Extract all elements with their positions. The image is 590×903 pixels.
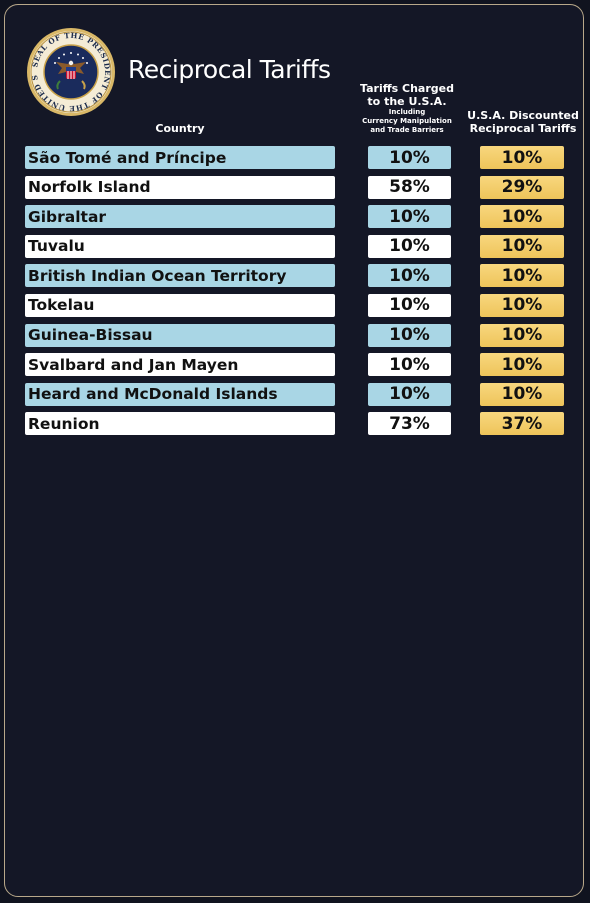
country-cell: Norfolk Island	[25, 175, 335, 199]
header-disc-line2: Reciprocal Tariffs	[469, 122, 577, 135]
charged-cell: 10%	[368, 234, 451, 258]
header-charged-line2: to the U.S.A.	[367, 95, 447, 108]
country-cell: Tokelau	[25, 293, 335, 317]
table-row: British Indian Ocean Territory 10% 10%	[0, 263, 590, 293]
charged-cell: 73%	[368, 412, 451, 436]
table-row: Gibraltar 10% 10%	[0, 204, 590, 234]
discounted-cell: 10%	[480, 234, 564, 258]
column-header-country: Country	[155, 122, 205, 135]
table-row: Norfolk Island 58% 29%	[0, 175, 590, 205]
charged-cell: 10%	[368, 205, 451, 229]
table-row: Heard and McDonald Islands 10% 10%	[0, 382, 590, 412]
discounted-cell: 10%	[480, 264, 564, 288]
header-charged-note1: Including	[388, 108, 426, 116]
table-row: Reunion 73% 37%	[0, 411, 590, 441]
country-cell: São Tomé and Príncipe	[25, 146, 335, 169]
discounted-cell: 10%	[480, 353, 564, 377]
country-cell: Heard and McDonald Islands	[25, 382, 335, 406]
page-title: Reciprocal Tariffs	[128, 55, 331, 84]
discounted-cell: 37%	[480, 412, 564, 436]
discounted-cell: 10%	[480, 205, 564, 229]
header-charged-line1: Tariffs Charged	[360, 82, 454, 95]
country-cell: Guinea-Bissau	[25, 323, 335, 347]
table-row: São Tomé and Príncipe 10% 10%	[0, 145, 590, 175]
header-disc-line1: U.S.A. Discounted	[467, 109, 579, 122]
charged-cell: 10%	[368, 293, 451, 317]
discounted-cell: 10%	[480, 146, 564, 169]
poster-frame	[4, 4, 584, 897]
country-cell: Tuvalu	[25, 234, 335, 258]
column-header-discounted-tariffs: U.S.A. Discounted Reciprocal Tariffs	[467, 109, 579, 135]
table-row: Tokelau 10% 10%	[0, 293, 590, 323]
presidential-seal-icon: SEAL OF THE PRESIDENT OF THE UNITED STAT…	[22, 20, 116, 117]
country-cell: Reunion	[25, 412, 335, 436]
country-cell: British Indian Ocean Territory	[25, 264, 335, 288]
charged-cell: 10%	[368, 146, 451, 169]
table-row: Svalbard and Jan Mayen 10% 10%	[0, 352, 590, 382]
discounted-cell: 10%	[480, 293, 564, 317]
charged-cell: 58%	[368, 175, 451, 199]
discounted-cell: 29%	[480, 175, 564, 199]
column-header-tariffs-charged: Tariffs Charged to the U.S.A. Including …	[355, 82, 459, 135]
country-cell: Svalbard and Jan Mayen	[25, 353, 335, 377]
charged-cell: 10%	[368, 353, 451, 377]
charged-cell: 10%	[368, 323, 451, 347]
discounted-cell: 10%	[480, 323, 564, 347]
country-cell: Gibraltar	[25, 205, 335, 229]
header-charged-note3: and Trade Barriers	[370, 126, 444, 134]
charged-cell: 10%	[368, 264, 451, 288]
header-charged-note2: Currency Manipulation	[362, 117, 452, 125]
table-row: Guinea-Bissau 10% 10%	[0, 323, 590, 353]
charged-cell: 10%	[368, 382, 451, 406]
discounted-cell: 10%	[480, 382, 564, 406]
table-row: Tuvalu 10% 10%	[0, 234, 590, 264]
tariff-table: São Tomé and Príncipe 10% 10% Norfolk Is…	[0, 145, 590, 441]
